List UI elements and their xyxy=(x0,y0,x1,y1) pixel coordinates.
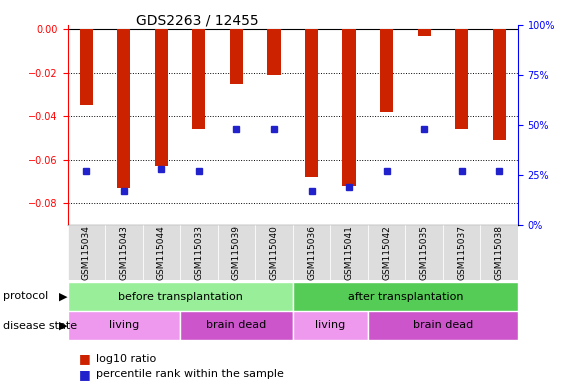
Bar xyxy=(380,29,393,112)
Text: GSM115039: GSM115039 xyxy=(232,225,241,280)
Text: disease state: disease state xyxy=(3,321,77,331)
Bar xyxy=(305,29,318,177)
Bar xyxy=(330,225,368,280)
Bar xyxy=(218,225,255,280)
Bar xyxy=(155,29,168,166)
Text: ▶: ▶ xyxy=(59,321,68,331)
Bar xyxy=(180,225,218,280)
Bar xyxy=(180,311,293,340)
Text: ■: ■ xyxy=(79,368,91,381)
Bar xyxy=(455,29,468,129)
Text: brain dead: brain dead xyxy=(206,320,267,331)
Bar xyxy=(405,225,443,280)
Text: GSM115040: GSM115040 xyxy=(270,225,279,280)
Bar xyxy=(68,282,293,311)
Bar xyxy=(418,29,431,36)
Text: GSM115035: GSM115035 xyxy=(419,225,428,280)
Text: GSM115034: GSM115034 xyxy=(82,225,91,280)
Bar xyxy=(443,225,480,280)
Text: GDS2263 / 12455: GDS2263 / 12455 xyxy=(136,13,258,27)
Text: percentile rank within the sample: percentile rank within the sample xyxy=(96,369,284,379)
Bar xyxy=(480,225,518,280)
Bar xyxy=(68,225,105,280)
Bar xyxy=(267,29,280,75)
Text: living: living xyxy=(315,320,346,331)
Bar xyxy=(193,29,205,129)
Bar xyxy=(293,311,368,340)
Bar xyxy=(493,29,506,140)
Bar xyxy=(368,225,405,280)
Bar xyxy=(293,282,518,311)
Bar xyxy=(230,29,243,84)
Bar xyxy=(68,311,180,340)
Text: GSM115037: GSM115037 xyxy=(457,225,466,280)
Text: ■: ■ xyxy=(79,353,91,366)
Bar xyxy=(105,225,142,280)
Text: GSM115036: GSM115036 xyxy=(307,225,316,280)
Text: GSM115044: GSM115044 xyxy=(157,225,166,280)
Bar xyxy=(142,225,180,280)
Bar xyxy=(342,29,356,185)
Text: GSM115033: GSM115033 xyxy=(194,225,203,280)
Text: brain dead: brain dead xyxy=(413,320,473,331)
Text: after transplantation: after transplantation xyxy=(347,291,463,302)
Bar xyxy=(80,29,93,105)
Bar xyxy=(255,225,293,280)
Text: log10 ratio: log10 ratio xyxy=(96,354,156,364)
Bar xyxy=(368,311,518,340)
Text: GSM115038: GSM115038 xyxy=(495,225,504,280)
Bar xyxy=(293,225,330,280)
Text: protocol: protocol xyxy=(3,291,48,301)
Text: living: living xyxy=(109,320,139,331)
Text: GSM115041: GSM115041 xyxy=(345,225,354,280)
Bar xyxy=(117,29,131,188)
Text: GSM115042: GSM115042 xyxy=(382,225,391,280)
Text: ▶: ▶ xyxy=(59,291,68,301)
Text: GSM115043: GSM115043 xyxy=(119,225,128,280)
Text: before transplantation: before transplantation xyxy=(118,291,243,302)
